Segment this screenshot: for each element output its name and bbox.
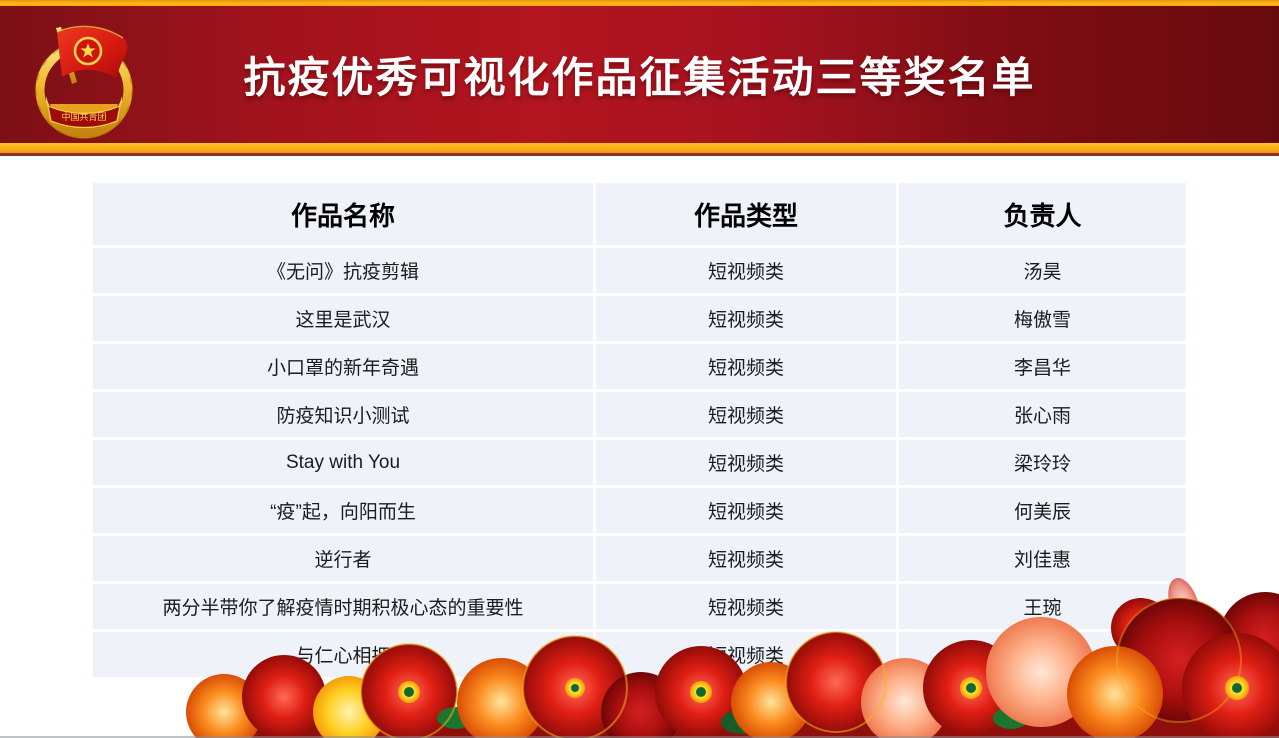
table-row: 《无问》抗疫剪辑 短视频类 汤昊	[93, 248, 1186, 293]
emblem-text: 中国共青团	[61, 111, 106, 122]
work-name-cell: 与仁心相拥	[93, 632, 593, 677]
table-row: 防疫知识小测试 短视频类 张心雨	[93, 392, 1186, 437]
work-name-cell: 《无问》抗疫剪辑	[93, 248, 593, 293]
header-banner: 抗疫优秀可视化作品征集活动三等奖名单	[0, 0, 1279, 158]
work-name-cell: 防疫知识小测试	[93, 392, 593, 437]
table-row: 小口罩的新年奇遇 短视频类 李昌华	[93, 344, 1186, 389]
work-name-cell: Stay with You	[93, 440, 593, 485]
bottom-accent-stripe	[0, 143, 1279, 153]
owner-cell: 刘佳惠	[899, 536, 1186, 581]
work-name-cell: 逆行者	[93, 536, 593, 581]
work-type-cell: 短视频类	[596, 296, 896, 341]
table-row: 两分半带你了解疫情时期积极心态的重要性 短视频类 王琬	[93, 584, 1186, 629]
work-type-cell: 短视频类	[596, 584, 896, 629]
work-type-cell: 短视频类	[596, 344, 896, 389]
work-type-cell: 短视频类	[596, 248, 896, 293]
work-name-cell: “疫”起，向阳而生	[93, 488, 593, 533]
work-type-cell: 短视频类	[596, 440, 896, 485]
work-type-cell: 短视频类	[596, 536, 896, 581]
work-name-cell: 这里是武汉	[93, 296, 593, 341]
owner-cell: 李昌华	[899, 344, 1186, 389]
banner-shadow-line	[0, 153, 1279, 156]
table-row: 逆行者 短视频类 刘佳惠	[93, 536, 1186, 581]
work-type-cell: 短视频类	[596, 488, 896, 533]
table-row: 这里是武汉 短视频类 梅傲雪	[93, 296, 1186, 341]
page-title: 抗疫优秀可视化作品征集活动三等奖名单	[243, 54, 1036, 101]
column-header-work-name: 作品名称	[93, 183, 593, 245]
owner-cell: 何美辰	[899, 488, 1186, 533]
owner-cell: 梁玲玲	[899, 440, 1186, 485]
banner-background	[0, 6, 1279, 143]
work-name-cell: 小口罩的新年奇遇	[93, 344, 593, 389]
youth-league-emblem-icon: 中国共青团	[35, 25, 133, 139]
work-type-cell: 短视频类	[596, 392, 896, 437]
column-header-owner: 负责人	[899, 183, 1186, 245]
owner-cell: 汤昊	[899, 248, 1186, 293]
work-name-cell: 两分半带你了解疫情时期积极心态的重要性	[93, 584, 593, 629]
table-row: “疫”起，向阳而生 短视频类 何美辰	[93, 488, 1186, 533]
column-header-work-type: 作品类型	[596, 183, 896, 245]
slide-bottom-edge	[0, 736, 1279, 738]
table-header-row: 作品名称 作品类型 负责人	[93, 183, 1186, 245]
owner-cell: 张心雨	[899, 392, 1186, 437]
flower-border-decoration	[186, 577, 1279, 738]
table-row: Stay with You 短视频类 梁玲玲	[93, 440, 1186, 485]
owner-cell: 梅傲雪	[899, 296, 1186, 341]
top-accent-stripe	[0, 0, 1279, 6]
